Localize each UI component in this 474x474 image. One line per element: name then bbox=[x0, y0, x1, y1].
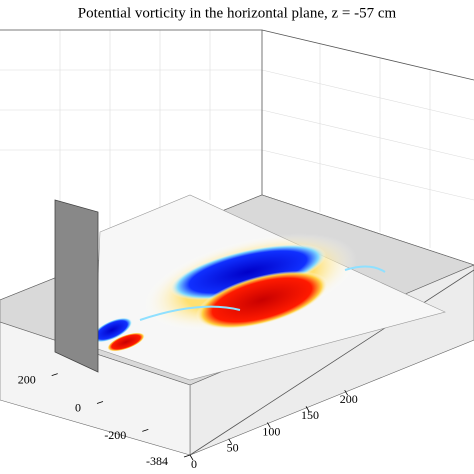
y-tick bbox=[51, 373, 58, 377]
x-tick-label: 200 bbox=[340, 392, 358, 406]
x-tick-label: 150 bbox=[301, 408, 319, 422]
diagonal bbox=[189, 269, 474, 456]
field bbox=[91, 233, 386, 352]
blue-blob-small bbox=[91, 317, 133, 343]
x-tick bbox=[228, 438, 233, 444]
box-edge bbox=[0, 29, 474, 301]
y-tick bbox=[183, 454, 191, 458]
blue-blob bbox=[169, 244, 327, 300]
x-tick-label: 100 bbox=[262, 424, 280, 438]
y-tick-label: -384 bbox=[146, 454, 168, 468]
trace bbox=[139, 265, 386, 321]
panel bbox=[54, 199, 99, 373]
x-tick bbox=[189, 454, 194, 461]
y-tick bbox=[96, 401, 104, 404]
red-blob-small bbox=[107, 332, 145, 352]
x-tick bbox=[267, 422, 271, 428]
y-tick-label: -200 bbox=[104, 428, 126, 442]
x-tick bbox=[344, 389, 349, 396]
chart-title: Potential vorticity in the horizontal pl… bbox=[78, 5, 397, 21]
y-tick bbox=[142, 428, 149, 432]
red-blob bbox=[196, 270, 328, 330]
x-tick-label: 50 bbox=[227, 441, 239, 455]
x-tick bbox=[305, 406, 310, 412]
y-tick-label: 200 bbox=[18, 372, 36, 386]
x-tick-label: 0 bbox=[191, 457, 197, 471]
y-tick-label: 0 bbox=[75, 400, 81, 414]
